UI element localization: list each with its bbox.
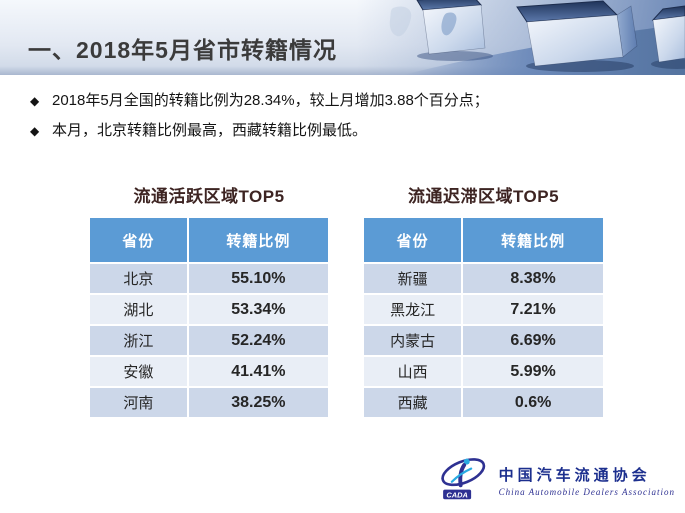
table-row: 安徽 41.41%: [90, 357, 328, 386]
ratio-cell: 8.38%: [463, 264, 603, 293]
diamond-bullet-icon: ◆: [30, 94, 40, 108]
ratio-cell: 5.99%: [463, 357, 603, 386]
ratio-cell: 52.24%: [188, 326, 328, 355]
cada-emblem-icon: CADA: [440, 458, 485, 500]
col-header-ratio: 转籍比例: [463, 218, 603, 262]
table-row: 西藏 0.6%: [364, 388, 603, 417]
province-cell: 浙江: [90, 326, 187, 355]
table-row: 河南 38.25%: [90, 388, 328, 417]
table-row: 浙江 52.24%: [90, 326, 328, 355]
table-header-row: 省份 转籍比例: [364, 218, 603, 262]
table-title-sluggish: 流通迟滞区域TOP5: [407, 187, 560, 206]
ratio-cell: 55.10%: [188, 264, 328, 293]
active-regions-table-block: 流通活跃区域TOP5 省份 转籍比例 北京 55.10% 湖北 53.34% 浙…: [88, 182, 330, 419]
table-row: 山西 5.99%: [364, 357, 603, 386]
province-cell: 山西: [364, 357, 462, 386]
bullet-line: ◆ 本月，北京转籍比例最高，西藏转籍比例最低。: [30, 116, 630, 146]
cada-acronym: CADA: [446, 491, 467, 500]
bullet-text: 本月，北京转籍比例最高，西藏转籍比例最低。: [52, 122, 368, 139]
header-banner: 一、2018年5月省市转籍情况: [0, 0, 685, 75]
province-cell: 北京: [90, 264, 187, 293]
table-title-active: 流通活跃区域TOP5: [133, 187, 285, 206]
province-cell: 河南: [90, 388, 187, 417]
ratio-cell: 0.6%: [463, 388, 603, 417]
ratio-cell: 38.25%: [188, 388, 328, 417]
logo-name-cn: 中国汽车流通协会: [498, 467, 651, 484]
table-row: 内蒙古 6.69%: [364, 326, 603, 355]
col-header-province: 省份: [90, 218, 187, 262]
province-cell: 内蒙古: [364, 326, 462, 355]
active-regions-table: 省份 转籍比例 北京 55.10% 湖北 53.34% 浙江 52.24%: [88, 216, 330, 419]
diamond-bullet-icon: ◆: [30, 124, 40, 138]
bullet-line: ◆ 2018年5月全国的转籍比例为28.34%，较上月增加3.88个百分点；: [30, 86, 630, 116]
col-header-province: 省份: [364, 218, 462, 262]
cubes-artwork: [389, 0, 685, 75]
province-cell: 湖北: [90, 295, 187, 324]
ratio-cell: 6.69%: [463, 326, 603, 355]
table-header-row: 省份 转籍比例: [90, 218, 328, 262]
cada-logo: CADA 中国汽车流通协会 China Automobile Dealers A…: [437, 455, 675, 505]
table-row: 湖北 53.34%: [90, 295, 328, 324]
sluggish-regions-table-block: 流通迟滞区域TOP5 省份 转籍比例 新疆 8.38% 黑龙江 7.21% 内蒙…: [362, 182, 605, 419]
bullet-text: 2018年5月全国的转籍比例为28.34%，较上月增加3.88个百分点；: [52, 92, 489, 109]
table-row: 新疆 8.38%: [364, 264, 603, 293]
table-row: 北京 55.10%: [90, 264, 328, 293]
col-header-ratio: 转籍比例: [188, 218, 328, 262]
page-title: 一、2018年5月省市转籍情况: [28, 37, 337, 63]
province-cell: 西藏: [364, 388, 462, 417]
logo-name-en: China Automobile Dealers Association: [498, 486, 675, 497]
sluggish-regions-table: 省份 转籍比例 新疆 8.38% 黑龙江 7.21% 内蒙古 6.69%: [362, 216, 605, 419]
ratio-cell: 7.21%: [463, 295, 603, 324]
province-cell: 安徽: [90, 357, 187, 386]
logo-text-block: 中国汽车流通协会 China Automobile Dealers Associ…: [499, 464, 675, 497]
province-cell: 黑龙江: [364, 295, 462, 324]
ratio-cell: 53.34%: [188, 295, 328, 324]
ratio-cell: 41.41%: [188, 357, 328, 386]
table-row: 黑龙江 7.21%: [364, 295, 603, 324]
province-cell: 新疆: [364, 264, 462, 293]
summary-bullets: ◆ 2018年5月全国的转籍比例为28.34%，较上月增加3.88个百分点； ◆…: [30, 86, 630, 146]
